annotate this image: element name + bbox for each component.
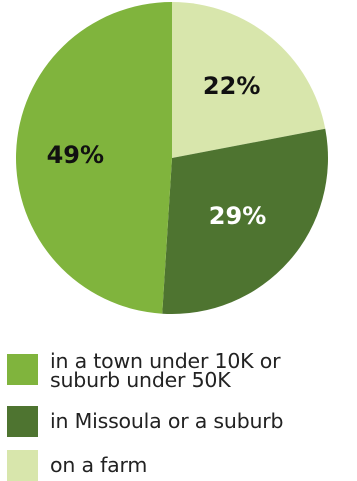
legend-label-missoula: in Missoula or a suburb	[50, 409, 284, 433]
legend-label-town: in a town under 10K or suburb under 50K	[50, 349, 281, 392]
pie-slice-1	[172, 2, 326, 158]
pie-slice-3	[15, 2, 173, 314]
slice-label-1: 22%	[203, 72, 260, 100]
pie-chart: 22% 29% 49%	[15, 2, 328, 315]
legend-swatch-farm	[7, 450, 38, 481]
pie-slice-2	[162, 128, 328, 315]
legend-label-farm: on a farm	[50, 453, 148, 477]
legend-swatch-town	[7, 354, 38, 385]
legend-swatch-missoula	[7, 406, 38, 437]
slice-label-2: 29%	[209, 202, 266, 230]
slice-label-3: 49%	[47, 141, 104, 169]
